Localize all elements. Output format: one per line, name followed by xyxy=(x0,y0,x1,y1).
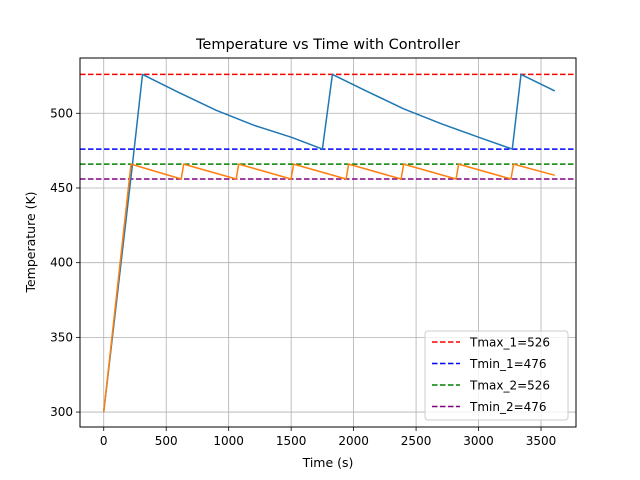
chart-title: Temperature vs Time with Controller xyxy=(195,37,460,53)
x-tick-label: 3500 xyxy=(526,434,557,448)
x-tick-label: 500 xyxy=(155,434,178,448)
legend-label-1: Tmax_1=526 xyxy=(469,336,550,350)
legend-label-2: Tmin_1=476 xyxy=(469,357,547,371)
plot-frame xyxy=(79,57,577,428)
y-tick-label: 500 xyxy=(50,106,73,120)
plot-area xyxy=(80,73,576,413)
y-axis: 300 350 400 450 500 xyxy=(50,106,80,419)
legend-box xyxy=(424,330,569,421)
series-line-2 xyxy=(102,163,555,413)
x-tick-label: 1500 xyxy=(276,434,307,448)
x-tick-label: 0 xyxy=(100,434,108,448)
y-tick-label: 450 xyxy=(50,181,73,195)
legend: Tmax_1=526 Tmin_1=476 Tmax_2=526 Tmin_2=476 xyxy=(424,330,569,421)
x-tick-label: 3000 xyxy=(463,434,494,448)
y-tick-label: 350 xyxy=(50,330,73,344)
y-tick-label: 300 xyxy=(50,405,73,419)
y-axis-label: Temperature (K) xyxy=(23,191,38,293)
x-axis-label: Time (s) xyxy=(302,455,354,470)
x-tick-label: 2000 xyxy=(338,434,369,448)
y-tick-label: 400 xyxy=(50,256,73,270)
x-tick-label: 1000 xyxy=(213,434,244,448)
x-axis: 0 500 1000 1500 2000 2500 3000 3500 xyxy=(100,427,556,448)
legend-label-4: Tmin_2=476 xyxy=(469,400,547,414)
legend-label-3: Tmax_2=526 xyxy=(469,379,550,393)
series-line-1 xyxy=(102,73,556,413)
x-tick-label: 2500 xyxy=(401,434,432,448)
